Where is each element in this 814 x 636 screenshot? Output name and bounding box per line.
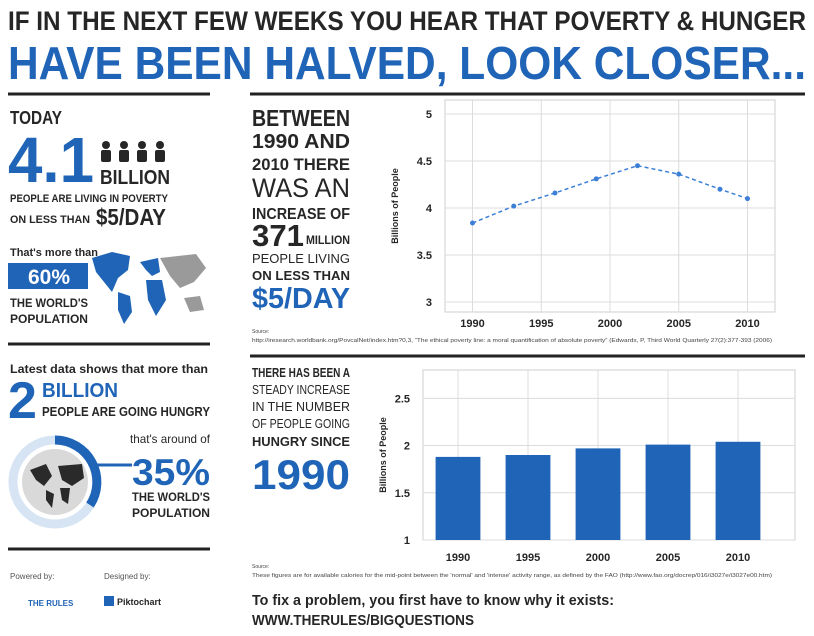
x-tick-label: 2000 [598,318,622,330]
x-tick-label: 2005 [667,318,691,330]
x-tick-label: 1995 [516,552,540,564]
hunger-around: that's around of [130,432,211,446]
increase-line: 2010 THERE [252,155,350,174]
point [717,186,723,192]
y-tick-label: 5 [426,109,432,121]
header-line2: HAVE BEEN HALVED, LOOK CLOSER... [8,37,806,89]
increase-line: MILLION [306,233,350,247]
bar [505,455,551,540]
source-label: Source: [252,329,269,335]
bar [715,441,761,540]
point [676,171,682,177]
source-label: Source: [252,564,269,570]
increase-line: INCREASE OF [252,206,350,223]
y-tick-label: 4.5 [417,156,432,168]
bar [435,456,481,540]
hungry-line: IN THE NUMBER [252,399,350,414]
poverty-more: That's more than [10,247,98,259]
poverty-world1: THE WORLD'S [10,296,88,310]
poverty-amount: $5/DAY [96,204,166,230]
source: These figures are for available calories… [252,573,772,579]
x-tick-label: 1995 [529,318,553,330]
donut [8,435,132,529]
hunger-unit: BILLION [42,380,118,402]
footer-fix: To fix a problem, you first have to know… [252,592,614,609]
pct-box [8,263,88,289]
increase-line: WAS AN [252,173,350,203]
bar [575,448,621,540]
poverty-pct: 60% [28,266,70,289]
today: TODAY [10,108,62,128]
rules-logo: THE RULES [28,599,74,608]
hunger-number: 2 [8,372,37,430]
point [470,220,475,226]
pikto-logo: Piktochart [117,597,161,607]
pikto-icon [104,596,114,606]
hunger-line: PEOPLE ARE GOING HUNGRY [42,404,210,419]
poverty-line2: ON LESS THAN [10,214,90,226]
hunger-intro: Latest data shows that more than [10,362,208,376]
hungry-line: STEADY INCREASE [252,382,350,397]
y-tick-label: 3.5 [417,250,432,262]
source: http://iresearch.worldbank.org/PovcalNet… [252,338,772,344]
poverty-line1: PEOPLE ARE LIVING IN POVERTY [10,193,169,205]
increase-line: ON LESS THAN [252,268,350,283]
hungry-line: THERE HAS BEEN A [252,365,350,380]
increase-number: 371 [252,218,304,253]
y-tick-label: 2 [404,441,410,453]
powered-by: Powered by: [10,572,54,581]
hungry-line: OF PEOPLE GOING [252,416,350,431]
increase-line: BETWEEN [252,105,350,131]
header-line1: IF IN THE NEXT FEW WEEKS YOU HEAR THAT P… [8,6,806,36]
increase-line: PEOPLE LIVING [252,251,350,266]
x-tick-label: 2005 [656,552,680,564]
poverty-number: 4.1 [8,124,94,196]
x-tick-label: 2000 [586,552,610,564]
x-tick-label: 2010 [735,318,759,330]
y-tick-label: 3 [426,297,432,309]
x-tick-label: 1990 [446,552,470,564]
hunger-pct: 35% [132,452,210,493]
people-icons [101,141,165,162]
point [745,196,750,202]
increase-line: 1990 AND [252,131,350,153]
designed-by: Designed by: [104,572,151,581]
point [552,190,558,196]
point [635,163,640,169]
y-axis-label: Billions of People [390,168,400,244]
x-tick-label: 1990 [460,318,484,330]
hunger-world2: POPULATION [132,506,210,520]
footer-url: WWW.THERULES/BIGQUESTIONS [252,612,474,629]
y-tick-label: 1.5 [395,488,410,500]
y-tick-label: 1 [404,535,410,547]
hungry-year: 1990 [252,451,350,498]
increase-amount: $5/DAY [252,283,350,315]
point [511,203,517,209]
hunger-world1: THE WORLD'S [132,490,210,504]
y-axis-label: Billions of People [378,417,388,493]
x-tick-label: 2010 [726,552,750,564]
poverty-unit: BILLION [100,167,170,189]
y-tick-label: 2.5 [395,393,410,405]
hungry-line: HUNGRY SINCE [252,434,350,449]
point [593,176,599,182]
line-series [472,164,748,224]
bar [645,444,691,540]
y-tick-label: 4 [426,203,433,215]
world-map [92,252,206,324]
poverty-world2: POPULATION [10,312,88,326]
